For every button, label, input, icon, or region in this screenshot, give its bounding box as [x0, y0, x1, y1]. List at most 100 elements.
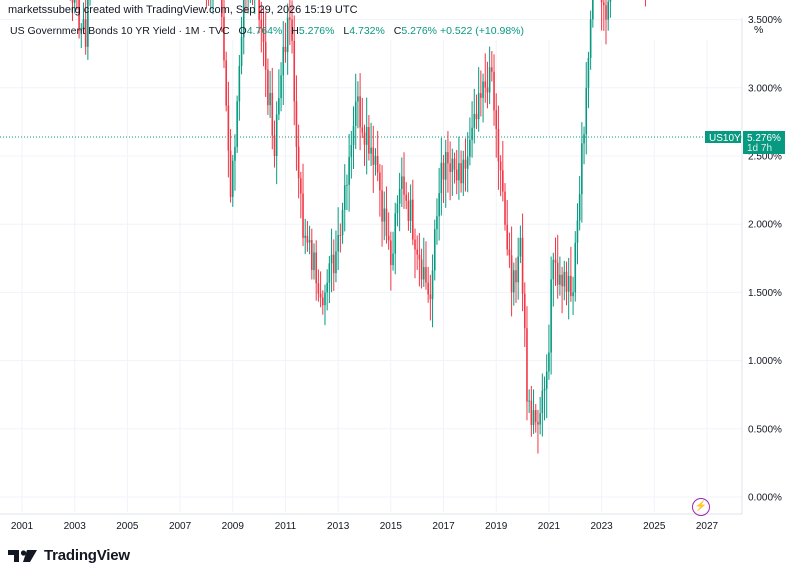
candle-body [556, 262, 559, 285]
candle-body [387, 235, 390, 241]
candle-body [495, 110, 498, 130]
candle-body [493, 71, 495, 111]
candle-body [449, 163, 451, 172]
low-value: 4.732% [349, 25, 385, 37]
candle-body [308, 240, 311, 243]
candle-body [297, 146, 300, 179]
candle-body [286, 17, 289, 53]
candle-body [258, 0, 260, 20]
candle-body [499, 161, 502, 171]
candle-body [394, 213, 397, 254]
candle-body [295, 101, 298, 147]
candle-body [269, 92, 271, 106]
candle-body [418, 254, 421, 260]
open-label: O [238, 25, 247, 37]
candle-body [223, 16, 225, 61]
tradingview-logo-icon [8, 549, 37, 562]
x-tick-label: 2021 [538, 521, 561, 532]
candle-body [401, 176, 403, 189]
candle-body [447, 152, 449, 164]
x-tick-label: 2023 [590, 521, 613, 532]
candle-body [506, 224, 509, 250]
candle-body [491, 67, 493, 72]
y-tick-label: 1.500% [748, 288, 782, 299]
candle-body [412, 199, 414, 240]
candle-body [368, 127, 370, 154]
candle-body [605, 5, 607, 20]
candle-body [502, 170, 504, 192]
candle-body [576, 220, 579, 243]
x-tick-label: 2027 [696, 521, 719, 532]
candle-body [332, 254, 335, 274]
price-unit-toggle[interactable]: % [748, 22, 792, 38]
candle-body [390, 240, 392, 266]
candle-body [71, 0, 74, 3]
candle-body [370, 147, 372, 154]
candle-body [537, 421, 539, 425]
x-tick-label: 2009 [222, 521, 245, 532]
price-axis: 0.000% 0.500% 1.000% 1.500% 2.000% 2.500% 3.00… [741, 15, 782, 514]
low-label: L [343, 25, 350, 37]
candle-body [319, 293, 322, 298]
candle-body [324, 292, 326, 306]
candle-body [282, 46, 285, 76]
candle-body [73, 0, 76, 3]
candle-body [429, 294, 432, 300]
candle-body [273, 135, 276, 156]
x-tick-label: 2017 [432, 521, 455, 532]
candle-body [541, 390, 544, 414]
candle-body [607, 1, 610, 20]
candle-body [561, 274, 563, 287]
candle-body [304, 235, 307, 238]
candle-body [488, 67, 491, 93]
candle-body [234, 146, 236, 161]
candle-body [567, 275, 570, 292]
x-tick-label: 2011 [275, 521, 297, 532]
candle-body [313, 252, 315, 270]
last-price-value: 5.276% [747, 133, 781, 144]
candle-body [321, 297, 324, 306]
price-unit: % [754, 24, 764, 36]
candle-body [293, 40, 296, 102]
candle-body [262, 28, 265, 42]
candles [69, 0, 647, 454]
candle-body [486, 87, 489, 93]
candle-body [374, 156, 377, 165]
chart-grid [0, 19, 742, 512]
candle-body [528, 400, 530, 402]
candle-body [578, 194, 581, 221]
candle-body [352, 125, 355, 146]
candle-body [609, 0, 612, 2]
candle-body [361, 127, 364, 133]
candle-body [603, 2, 605, 6]
candle-body [519, 237, 522, 257]
candle-body [231, 160, 234, 197]
candle-body [381, 190, 383, 222]
candle-body [473, 113, 476, 128]
candle-body [552, 259, 555, 280]
candle-body [442, 162, 445, 180]
candle-body [563, 271, 566, 287]
candle-body [284, 46, 287, 53]
x-tick-label: 2013 [327, 521, 350, 532]
candle-body [403, 176, 405, 195]
candle-body [600, 0, 603, 3]
candle-body [539, 413, 541, 425]
change-value: +0.522 (+10.98%) [439, 25, 524, 37]
candle-body [348, 156, 350, 185]
candle-body [346, 184, 348, 186]
candle-body [532, 410, 535, 425]
y-tick-label: 3.500% [748, 15, 782, 26]
candle-body [565, 271, 568, 292]
candle-body [84, 19, 87, 47]
candle-body [427, 282, 429, 295]
flash-icon[interactable]: ⚡ [692, 498, 710, 516]
candle-body [469, 139, 471, 157]
x-tick-label: 2015 [380, 521, 403, 532]
candle-body [416, 249, 418, 255]
symbol-name[interactable]: US Government Bonds 10 YR Yield · 1M · T… [10, 25, 230, 37]
y-tick-label: 3.000% [748, 83, 782, 94]
candle-body [583, 134, 585, 144]
candle-body [337, 235, 339, 252]
